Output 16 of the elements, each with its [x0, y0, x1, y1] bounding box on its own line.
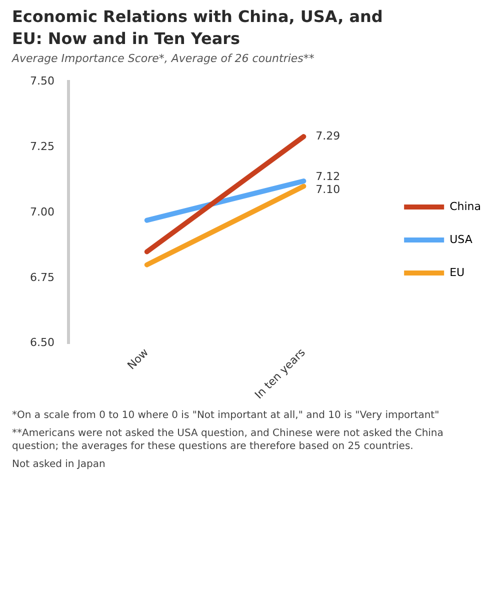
data-label: 7.12 [316, 170, 340, 184]
data-label: 7.29 [316, 129, 340, 142]
y-tick-label: 7.50 [30, 74, 54, 88]
chart-subtitle: Average Importance Score*, Average of 26 countries** [12, 52, 316, 65]
data-label: 7.10 [316, 183, 340, 196]
text: Not asked in Japan [12, 458, 106, 471]
legend-label: USA [450, 232, 473, 246]
legend-label: China [450, 200, 481, 213]
text: *On a scale from 0 to 10 where 0 is "Not important at all," and 10 is "Very important" [12, 409, 440, 422]
y-tick-label: 7.00 [30, 205, 54, 218]
y-tick-label: 7.25 [30, 140, 54, 153]
chart-title: Economic Relations with China, USA, and EU: Now and in Ten Years [12, 6, 384, 50]
y-tick-label: 6.75 [30, 270, 54, 284]
y-tick-label: 6.50 [30, 336, 54, 350]
text: **Americans were not asked the USA question, and Chinese were not asked the China question; the averages for these questions are therefore based on 25 countries. [12, 427, 444, 453]
legend-label: EU [450, 266, 465, 279]
